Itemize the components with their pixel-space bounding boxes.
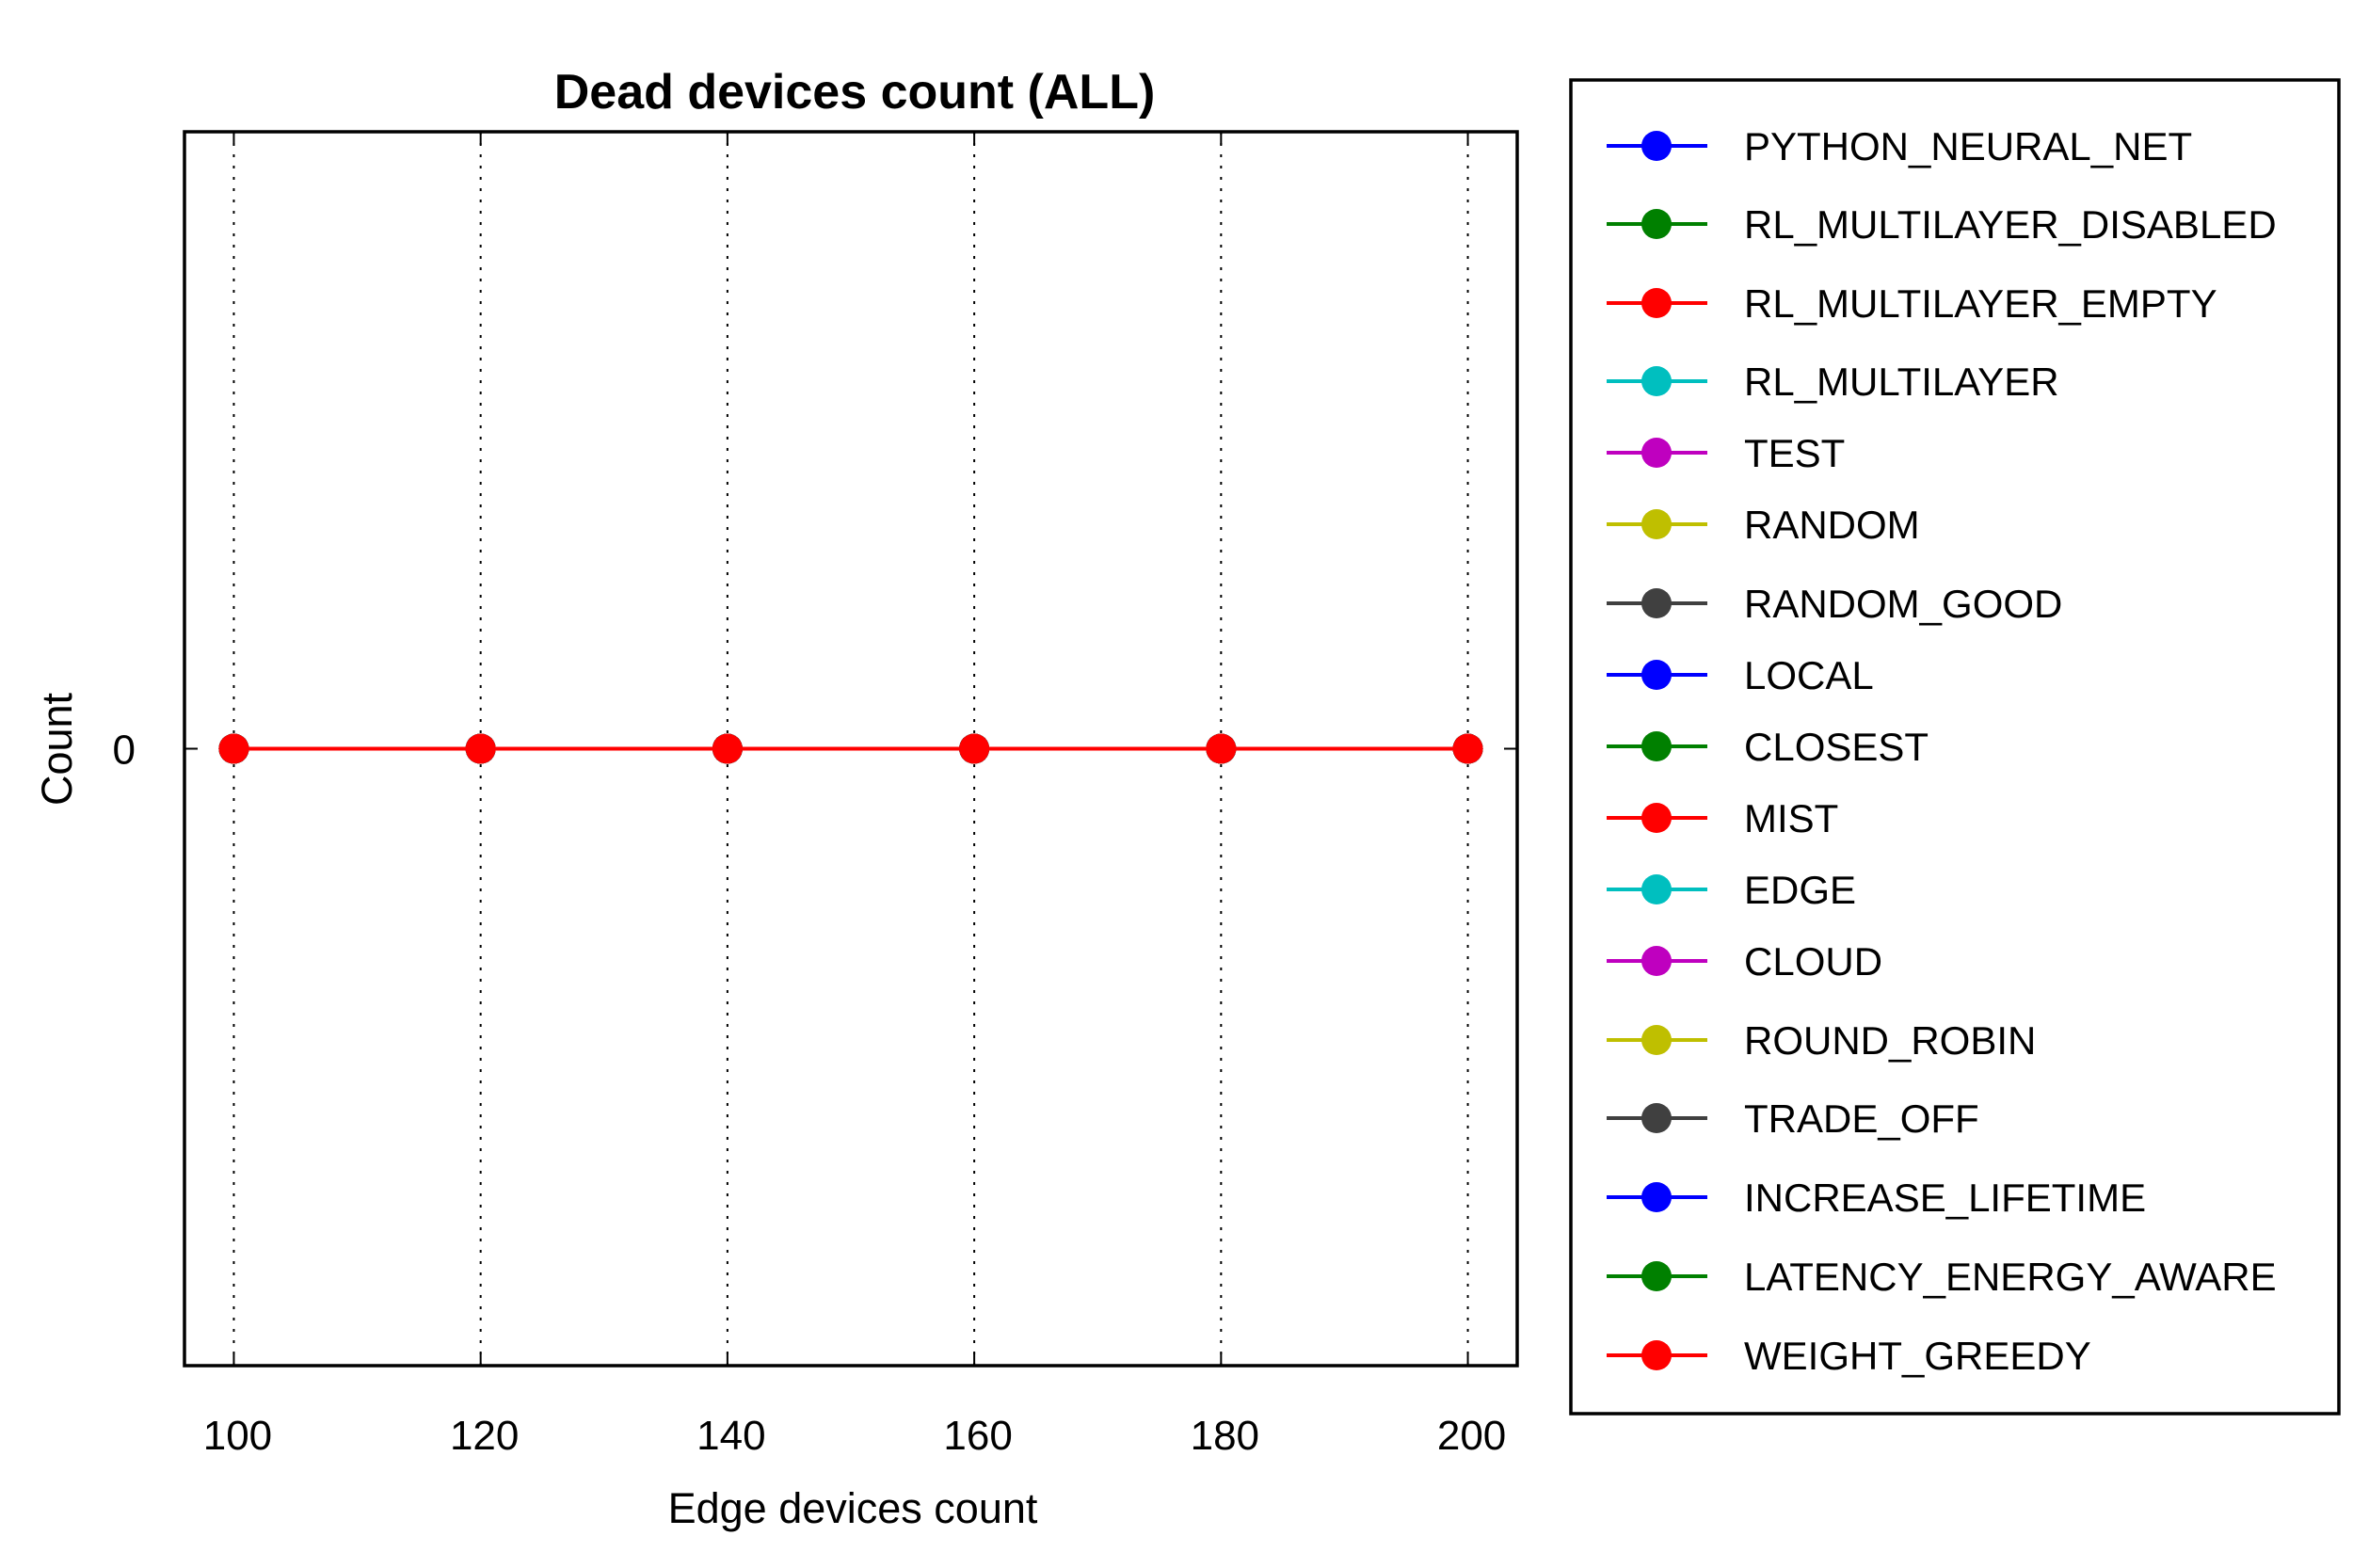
x-tick-label: 180 — [1191, 1413, 1259, 1459]
y-tick-label: 0 — [113, 728, 136, 774]
y-axis-label: Count — [33, 692, 81, 806]
legend-entry: LATENCY_ENERGY_AWARE — [1607, 1255, 2277, 1299]
legend-entry: RANDOM — [1607, 503, 1920, 547]
legend-marker — [1641, 1103, 1672, 1133]
legend-entry: CLOSEST — [1607, 725, 1929, 769]
series-weight-greedy — [218, 733, 1483, 764]
legend-entry: RL_MULTILAYER — [1607, 360, 2059, 404]
legend-entry: WEIGHT_GREEDY — [1607, 1334, 2091, 1378]
legend-entry: INCREASE_LIFETIME — [1607, 1176, 2146, 1220]
legend-marker — [1641, 131, 1672, 161]
legend-entry: CLOUD — [1607, 939, 1882, 984]
x-tick-label: 140 — [696, 1413, 765, 1459]
legend: PYTHON_NEURAL_NET RL_MULTILAYER_DISABLED R… — [1569, 78, 2341, 1416]
legend-entry: PYTHON_NEURAL_NET — [1607, 124, 2192, 168]
legend-marker — [1641, 1025, 1672, 1055]
x-axis-ticks: 100 120 140 160 180 200 — [203, 132, 1506, 1459]
data-point — [465, 733, 496, 764]
legend-label: RL_MULTILAYER_EMPTY — [1744, 281, 2217, 326]
legend-marker — [1641, 1182, 1672, 1212]
x-tick-label: 100 — [203, 1413, 272, 1459]
legend-marker — [1641, 438, 1672, 468]
legend-entry: ROUND_ROBIN — [1607, 1018, 2036, 1063]
legend-label: TRADE_OFF — [1744, 1096, 1979, 1141]
legend-marker — [1641, 946, 1672, 976]
legend-marker — [1641, 509, 1672, 539]
legend-marker — [1641, 803, 1672, 833]
x-tick-label: 160 — [943, 1413, 1012, 1459]
legend-marker — [1641, 288, 1672, 318]
legend-entries: PYTHON_NEURAL_NET RL_MULTILAYER_DISABLED R… — [1607, 124, 2277, 1378]
legend-marker — [1641, 366, 1672, 396]
legend-label: LOCAL — [1744, 653, 1874, 697]
data-point — [1452, 733, 1483, 764]
data-point — [712, 733, 743, 764]
legend-label: INCREASE_LIFETIME — [1744, 1176, 2146, 1220]
series-layer — [218, 733, 1483, 764]
legend-label: RANDOM_GOOD — [1744, 582, 2062, 626]
legend-entry: RL_MULTILAYER_EMPTY — [1607, 281, 2217, 326]
legend-marker — [1641, 1261, 1672, 1291]
y-axis-ticks: 0 — [113, 728, 1517, 774]
legend-marker — [1641, 1340, 1672, 1370]
grid-lines — [232, 132, 1469, 1366]
x-tick-label: 200 — [1437, 1413, 1506, 1459]
legend-label: RL_MULTILAYER — [1744, 360, 2059, 404]
legend-label: EDGE — [1744, 868, 1856, 912]
data-point — [1206, 733, 1237, 764]
chart-title: Dead devices count (ALL) — [554, 65, 1156, 120]
legend-marker — [1641, 209, 1672, 239]
legend-marker — [1641, 588, 1672, 618]
legend-entry: RANDOM_GOOD — [1607, 582, 2062, 626]
legend-label: RANDOM — [1744, 503, 1920, 547]
legend-entry: TEST — [1607, 431, 1845, 475]
x-axis-label: Edge devices count — [668, 1484, 1038, 1532]
legend-entry: RL_MULTILAYER_DISABLED — [1607, 202, 2277, 247]
legend-label: TEST — [1744, 431, 1845, 475]
legend-marker — [1641, 874, 1672, 904]
legend-entry: LOCAL — [1607, 653, 1874, 697]
legend-marker — [1641, 660, 1672, 690]
legend-label: WEIGHT_GREEDY — [1744, 1334, 2091, 1378]
data-point — [218, 733, 249, 764]
x-tick-label: 120 — [450, 1413, 519, 1459]
legend-label: CLOUD — [1744, 939, 1882, 984]
legend-entry: TRADE_OFF — [1607, 1096, 1979, 1141]
legend-label: MIST — [1744, 796, 1838, 840]
legend-marker — [1641, 731, 1672, 761]
legend-label: RL_MULTILAYER_DISABLED — [1744, 202, 2277, 247]
data-point — [959, 733, 990, 764]
legend-label: LATENCY_ENERGY_AWARE — [1744, 1255, 2277, 1299]
legend-label: PYTHON_NEURAL_NET — [1744, 124, 2192, 168]
legend-entry: EDGE — [1607, 868, 1856, 912]
legend-label: CLOSEST — [1744, 725, 1929, 769]
legend-label: ROUND_ROBIN — [1744, 1018, 2036, 1063]
legend-entry: MIST — [1607, 796, 1838, 840]
